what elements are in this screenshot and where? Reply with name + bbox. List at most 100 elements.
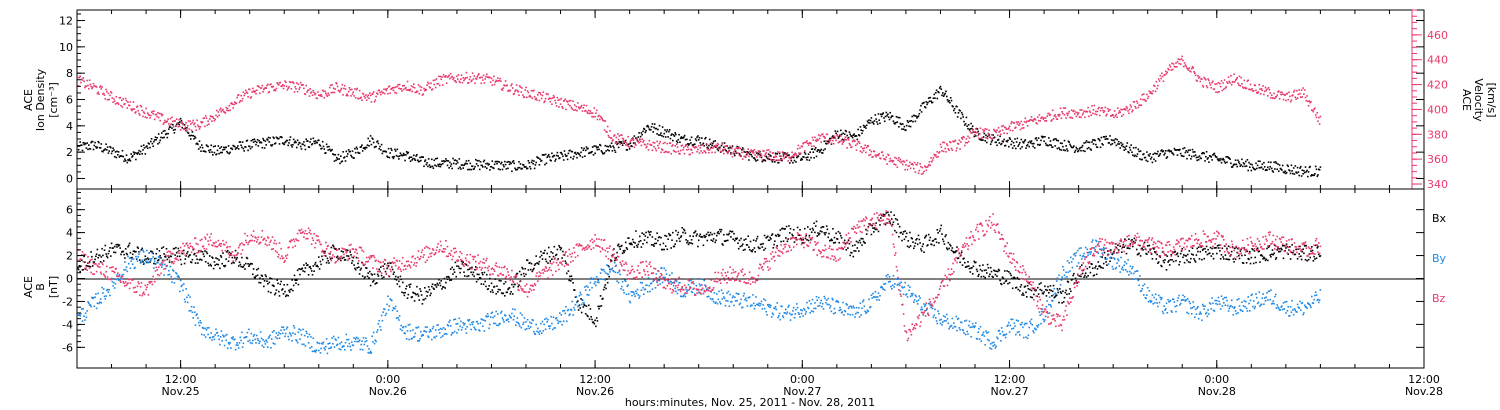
data-point (840, 135, 842, 137)
data-point (829, 239, 832, 242)
data-point (1298, 174, 1300, 177)
data-point (1033, 147, 1036, 149)
data-point (575, 153, 578, 156)
data-point (124, 159, 127, 162)
data-point (902, 160, 905, 162)
data-point (1197, 75, 1199, 77)
density-velocity-marks (77, 55, 1322, 178)
data-point (1212, 80, 1214, 83)
data-point (1008, 127, 1010, 129)
data-point (327, 260, 329, 262)
data-point (1239, 250, 1242, 252)
data-point (85, 264, 88, 267)
data-point (459, 81, 461, 84)
data-point (99, 85, 102, 87)
data-point (886, 114, 888, 117)
data-point (1163, 261, 1165, 264)
data-point (752, 151, 754, 154)
data-point (271, 143, 274, 146)
data-point (95, 255, 97, 258)
data-point (124, 257, 126, 259)
data-point (110, 92, 113, 94)
data-point (212, 154, 214, 156)
data-point (555, 158, 557, 161)
data-point (1206, 86, 1209, 89)
data-point (1146, 93, 1148, 96)
data-point (378, 268, 380, 271)
data-point (625, 142, 628, 144)
data-point (388, 275, 391, 278)
data-point (1270, 94, 1273, 96)
data-point (664, 234, 666, 237)
data-point (1070, 109, 1073, 111)
data-point (360, 96, 362, 99)
data-point (1072, 274, 1074, 277)
data-point (169, 126, 172, 128)
data-point (237, 148, 240, 150)
data-point (685, 239, 687, 241)
data-point (1021, 146, 1023, 148)
data-point (339, 257, 341, 260)
data-point (360, 267, 362, 270)
data-point (1227, 156, 1229, 158)
data-point (146, 117, 148, 119)
data-point (471, 79, 473, 82)
data-point (505, 168, 508, 170)
data-point (1281, 248, 1283, 251)
data-point (558, 244, 560, 247)
data-point (825, 140, 827, 142)
data-point (300, 268, 303, 271)
data-point (949, 101, 951, 104)
data-point (906, 245, 909, 248)
data-point (127, 245, 129, 248)
data-point (568, 279, 570, 282)
data-point (599, 305, 601, 308)
data-point (603, 286, 606, 288)
data-point (650, 231, 652, 233)
data-point (849, 133, 851, 136)
data-point (1033, 117, 1036, 120)
data-point (394, 148, 396, 151)
data-point (1026, 125, 1029, 127)
data-point (635, 138, 638, 141)
data-point (1121, 144, 1123, 147)
data-point (539, 92, 541, 94)
data-point (1296, 172, 1298, 174)
data-point (361, 144, 363, 146)
data-point (342, 251, 344, 253)
data-point (223, 148, 226, 151)
data-point (295, 141, 297, 144)
data-point (149, 258, 151, 260)
data-point (773, 159, 775, 161)
data-point (1118, 143, 1121, 145)
data-point (559, 98, 561, 101)
data-point (959, 110, 961, 112)
data-point (1025, 147, 1027, 149)
data-point (590, 151, 592, 154)
data-point (862, 124, 865, 127)
data-point (761, 246, 764, 248)
data-point (922, 172, 924, 175)
data-point (982, 139, 984, 141)
data-point (879, 122, 881, 125)
data-point (205, 117, 208, 119)
data-point (1238, 84, 1240, 86)
data-point (544, 258, 547, 261)
data-point (1198, 76, 1201, 78)
data-point (409, 286, 411, 288)
data-point (628, 148, 631, 150)
data-point (210, 265, 212, 267)
data-point (479, 161, 482, 163)
data-point (274, 142, 277, 144)
data-point (592, 116, 595, 118)
data-point (676, 146, 679, 148)
data-point (101, 286, 103, 289)
data-point (967, 124, 970, 126)
data-point (270, 145, 273, 147)
data-point (1122, 145, 1125, 148)
data-point (464, 275, 466, 277)
data-point (1181, 247, 1183, 250)
data-point (1143, 93, 1145, 95)
data-point (81, 79, 84, 81)
data-point (370, 143, 373, 146)
